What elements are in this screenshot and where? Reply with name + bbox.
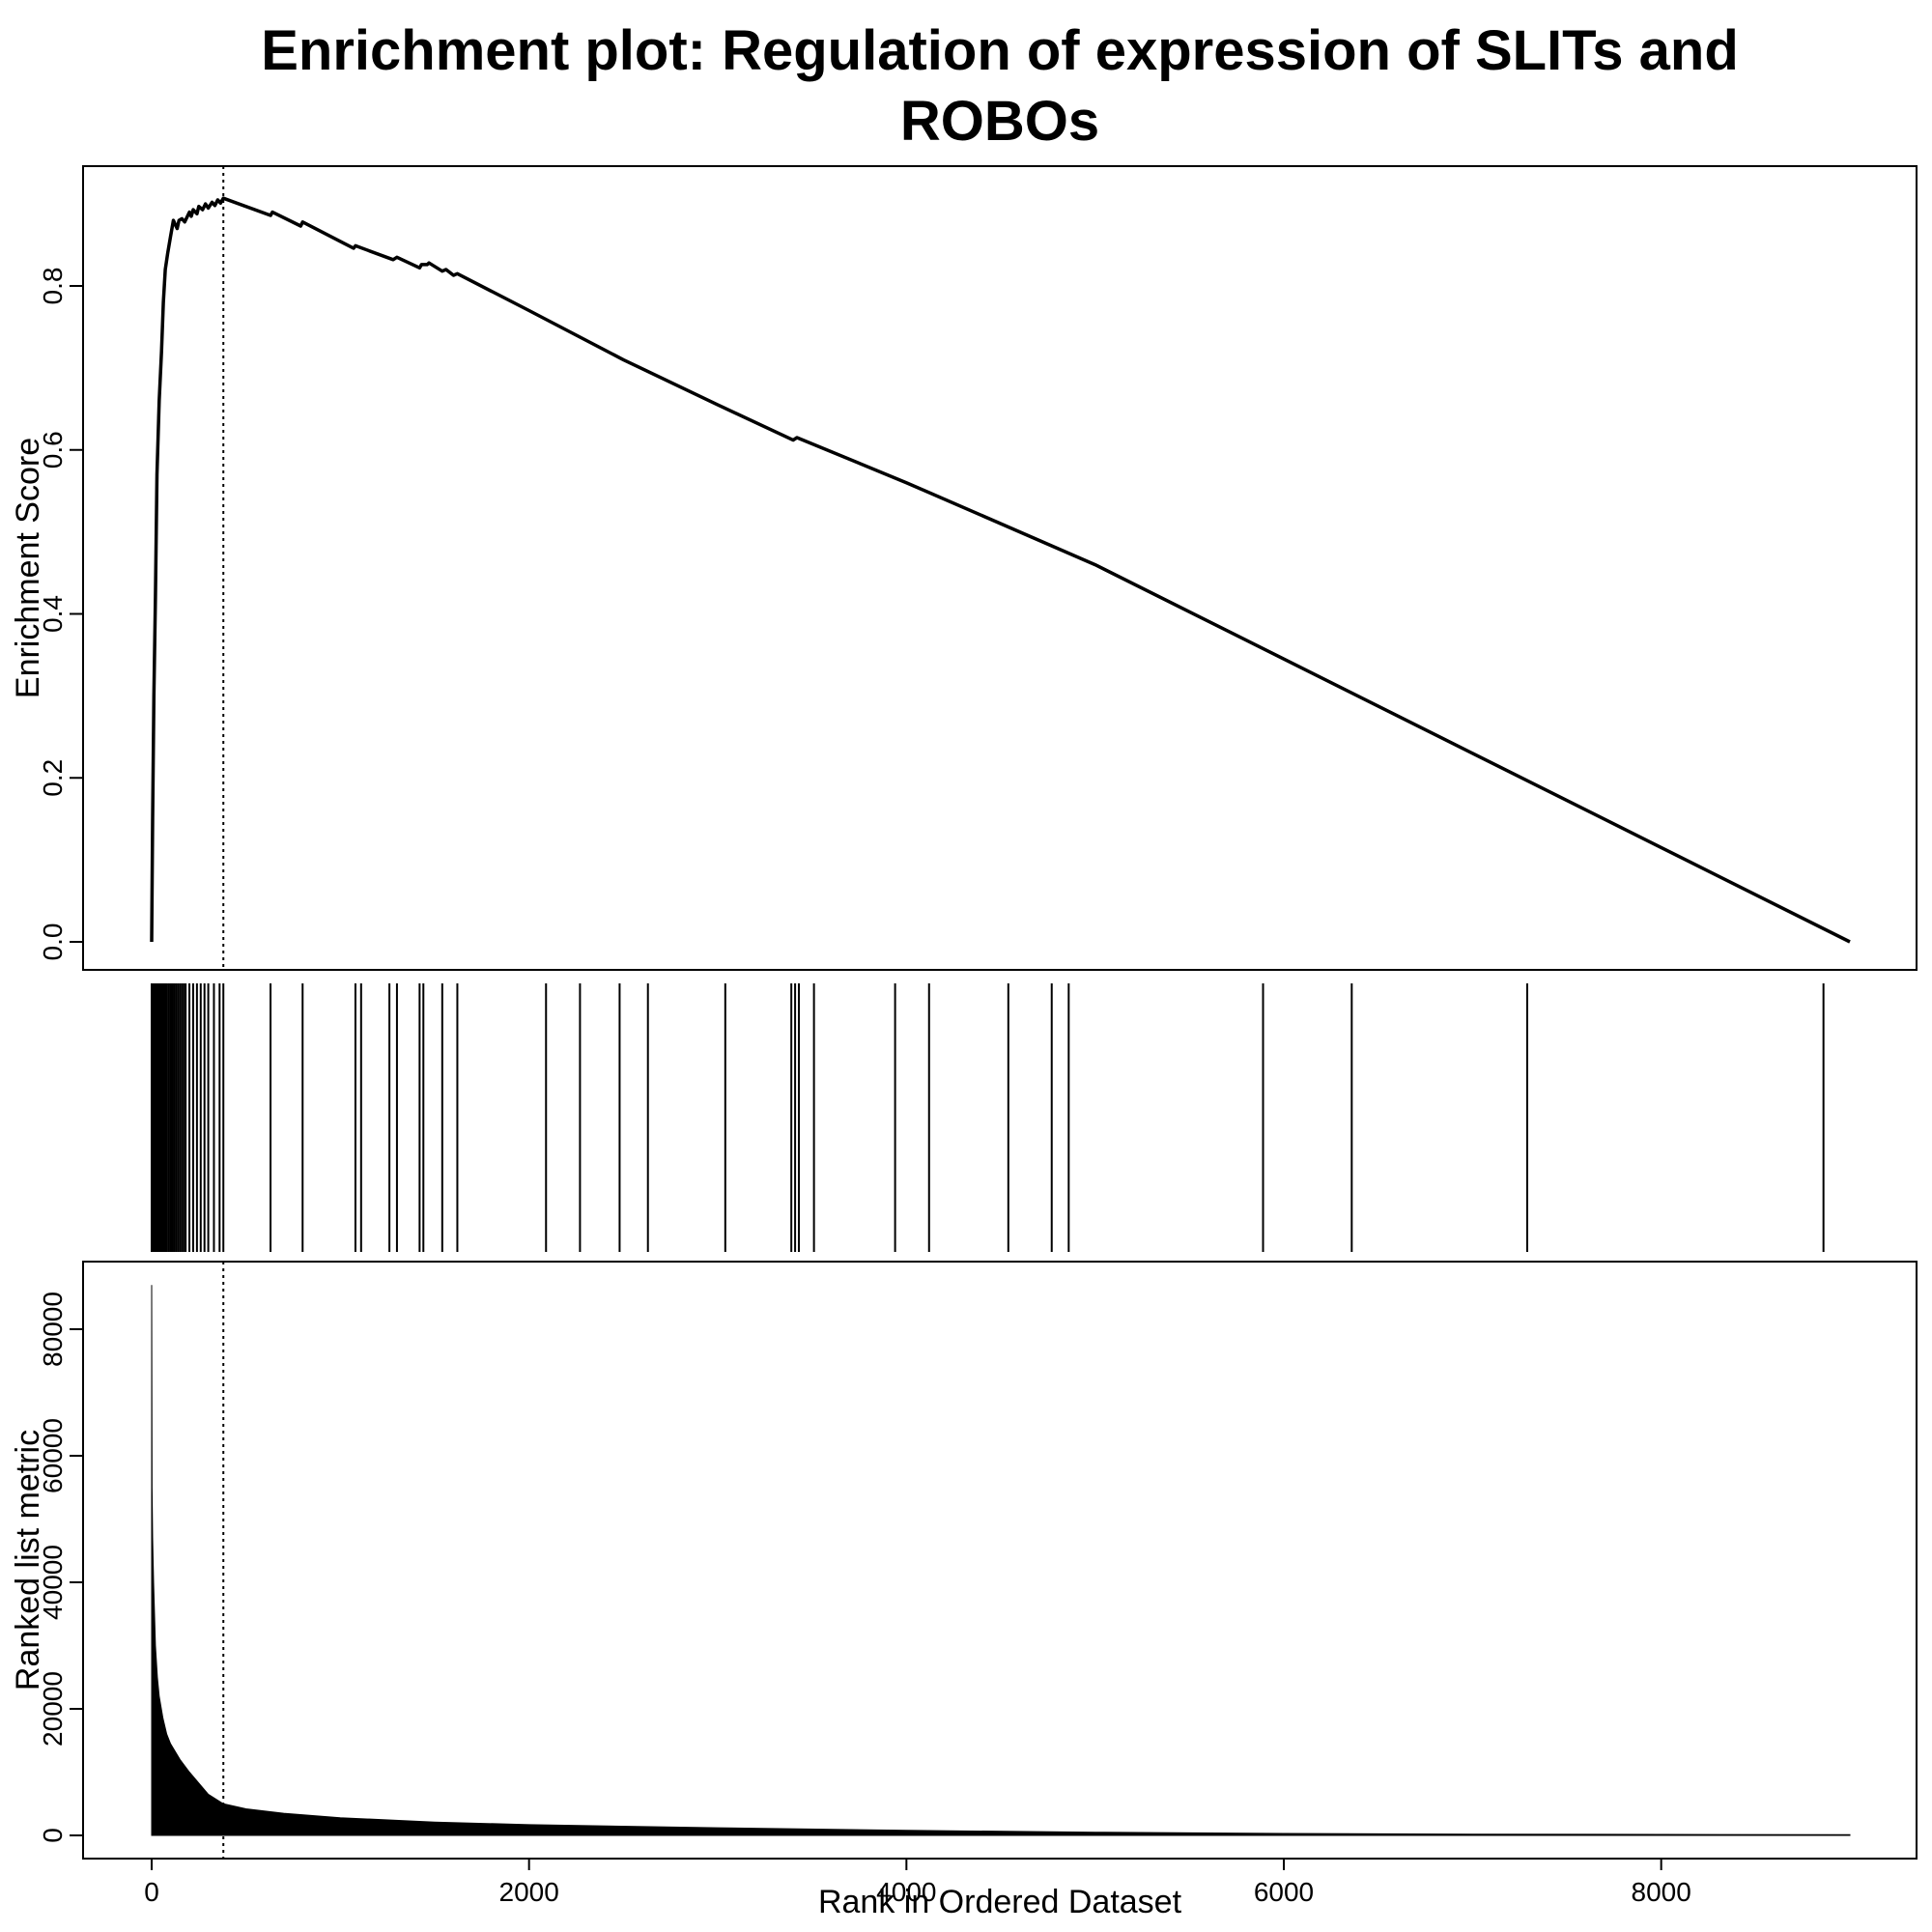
x-axis: 0 2000 4000 6000 8000	[144, 1859, 1691, 1907]
x-tick-label: 6000	[1254, 1877, 1314, 1907]
metric-y-axis: 0 20000 40000 60000 80000	[38, 1292, 83, 1843]
ranked-list-metric-area	[151, 1285, 1851, 1836]
enrichment-y-tick-label: 0.8	[38, 268, 68, 305]
metric-y-tick-label: 80000	[38, 1292, 68, 1367]
metric-y-tick-label: 0	[38, 1828, 68, 1843]
metric-y-axis-label: Ranked list metric	[10, 1430, 46, 1690]
x-tick-label: 8000	[1632, 1877, 1691, 1907]
enrichment-y-tick-label: 0.4	[38, 595, 68, 633]
enrichment-y-tick-label: 0.0	[38, 923, 68, 961]
x-axis-label: Rank in Ordered Dataset	[818, 1884, 1182, 1920]
enrichment-y-tick-label: 0.6	[38, 431, 68, 469]
enrichment-y-axis-label: Enrichment Score	[10, 438, 46, 698]
chart-title-line-2: ROBOs	[900, 90, 1099, 153]
enrichment-panel: 0.0 0.2 0.4 0.6 0.8 Enrichment Score	[10, 165, 1918, 971]
x-tick-label: 2000	[499, 1877, 559, 1907]
metric-y-tick-label: 20000	[38, 1671, 68, 1747]
x-tick-label: 4000	[876, 1877, 936, 1907]
enrichment-score-line	[150, 196, 1851, 944]
x-tick-label: 0	[144, 1877, 159, 1907]
enrichment-y-axis: 0.0 0.2 0.4 0.6 0.8	[38, 268, 83, 961]
enrichment-y-tick-label: 0.2	[38, 759, 68, 797]
gene-hits-panel	[151, 983, 1825, 1252]
enrichment-panel-frame	[82, 165, 1918, 971]
metric-panel-frame	[82, 1261, 1918, 1860]
chart-title-line-1: Enrichment plot: Regulation of expressio…	[261, 19, 1739, 82]
metric-y-tick-label: 60000	[38, 1418, 68, 1493]
metric-y-tick-label: 40000	[38, 1545, 68, 1620]
